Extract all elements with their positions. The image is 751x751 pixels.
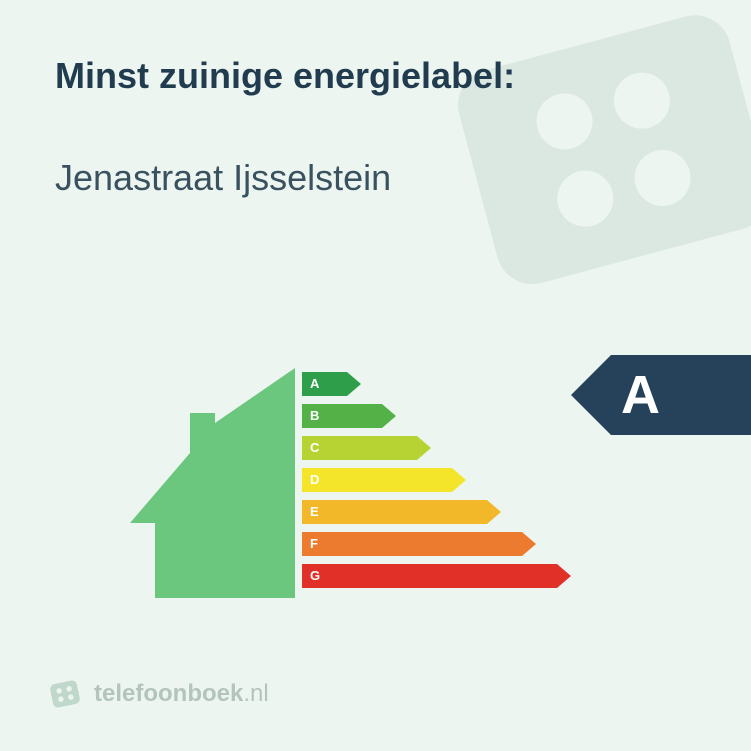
energy-bar-b: B <box>302 402 571 430</box>
energy-bar-d: D <box>302 466 571 494</box>
energy-bar-label: G <box>310 564 320 588</box>
footer-brand-light: .nl <box>243 680 268 707</box>
rating-arrow <box>571 355 611 435</box>
footer-text: telefoonboek.nl <box>94 680 269 708</box>
footer-brand-bold: telefoonboek <box>94 680 243 707</box>
energy-bar-a: A <box>302 370 571 398</box>
energy-bar-c: C <box>302 434 571 462</box>
rating-letter: A <box>621 364 660 426</box>
footer: telefoonboek.nl <box>48 677 269 711</box>
house-icon <box>130 368 295 598</box>
rating-body: A <box>611 355 751 435</box>
footer-logo-icon <box>45 674 85 714</box>
energy-bar-e: E <box>302 498 571 526</box>
energy-bar-label: C <box>310 436 319 460</box>
page-title: Minst zuinige energielabel: <box>55 55 696 97</box>
energy-bar-f: F <box>302 530 571 558</box>
energy-bars: ABCDEFG <box>302 370 571 594</box>
energy-bar-label: A <box>310 372 319 396</box>
page-subtitle: Jenastraat Ijsselstein <box>55 157 696 199</box>
rating-badge: A <box>571 355 751 435</box>
energy-bar-label: F <box>310 532 318 556</box>
energy-bar-label: D <box>310 468 319 492</box>
energy-bar-label: B <box>310 404 319 428</box>
energy-bar-g: G <box>302 562 571 590</box>
house-shape <box>130 368 295 598</box>
energy-bar-label: E <box>310 500 319 524</box>
